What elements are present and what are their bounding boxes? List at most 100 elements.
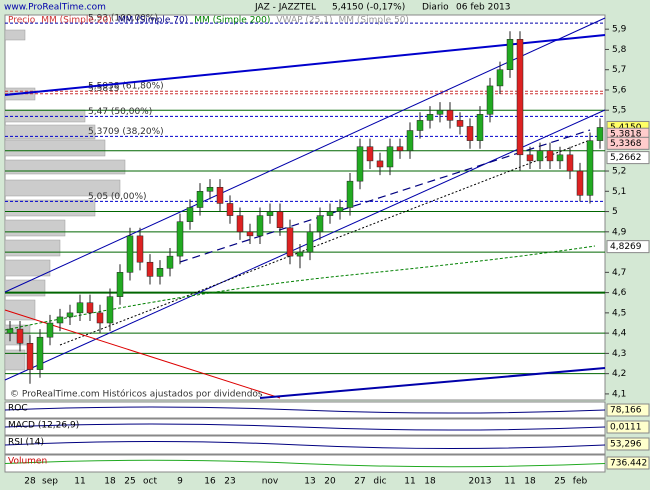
- x-tick-label: dic: [373, 477, 386, 487]
- channel-upper: [4, 17, 606, 293]
- candle-body: [186, 207, 194, 222]
- candle-body: [206, 186, 214, 192]
- candle-body: [406, 130, 414, 152]
- candle-body: [86, 302, 94, 314]
- y-tick-label: 5,6: [612, 85, 627, 95]
- candle-body: [276, 211, 284, 229]
- candle-body: [336, 207, 344, 212]
- y-tick-label: 5,1: [612, 187, 626, 197]
- candle-body: [96, 312, 104, 324]
- panel-line: [4, 423, 606, 431]
- fib-label: 5,05 (0,00%): [88, 192, 147, 202]
- panel-value: 78,166: [610, 406, 642, 416]
- sub-panels: ROC 78,166 MACD (12,26,9) 0,0111 RSI (14) 53,…: [4, 401, 650, 473]
- y-tick-label: 4,9: [612, 227, 627, 237]
- x-tick-label: oct: [143, 477, 157, 487]
- last-quote: 5,4150 (-0,17%): [332, 3, 405, 13]
- candle-body: [426, 114, 434, 121]
- y-tick-label: 5: [612, 207, 618, 217]
- x-tick-label: 28: [24, 477, 36, 487]
- y-tick-label: 5,7: [612, 65, 626, 75]
- panel-line: [4, 441, 606, 449]
- candle-body: [306, 231, 314, 253]
- candle-body: [476, 114, 484, 141]
- fib-label: 5,47 (50,00%): [88, 107, 152, 117]
- legend-entry: VWAP (25,1): [276, 16, 332, 26]
- candle-body: [36, 336, 44, 370]
- candle-body: [196, 191, 204, 208]
- panel-name: RSI (14): [8, 438, 44, 448]
- candle-body: [16, 328, 24, 344]
- x-tick-label: 11: [74, 477, 85, 487]
- y-tick-label: 4,5: [612, 308, 626, 318]
- price-marker-label: 5,3818: [610, 130, 642, 140]
- fib-label: 5,93 (100,00%): [88, 14, 158, 24]
- candle-body: [246, 231, 254, 237]
- candle-body: [436, 109, 444, 115]
- x-tick-label: 23: [224, 477, 235, 487]
- x-tick-label: 11: [504, 477, 515, 487]
- y-tick-label: 4,2: [612, 369, 626, 379]
- candle-body: [376, 160, 384, 168]
- candle-body: [416, 120, 424, 131]
- candle-body: [566, 154, 574, 172]
- price-marker: [606, 240, 650, 254]
- candle-body: [216, 186, 224, 204]
- site: www.ProRealTime.com: [4, 3, 106, 13]
- candle-body: [396, 146, 404, 152]
- candle-body: [576, 170, 584, 196]
- panel-line: [4, 406, 606, 414]
- x-tick-label: 11: [404, 477, 415, 487]
- candle-body: [516, 39, 524, 156]
- candle-body: [256, 215, 264, 237]
- legend-entry: MM (Simple 70): [118, 16, 188, 26]
- candle-body: [556, 154, 564, 162]
- x-tick-label: nov: [262, 477, 279, 487]
- candle-body: [596, 127, 604, 141]
- candle-body: [226, 203, 234, 216]
- y-tick-label: 5,2: [612, 167, 626, 177]
- legend-entry: Precio: [8, 16, 36, 26]
- panel-name: ROC: [8, 404, 28, 414]
- x-tick-label: 16: [204, 477, 216, 487]
- panel-value-box: [606, 456, 650, 470]
- volume-profile: [4, 29, 126, 371]
- panel-line: [4, 459, 606, 468]
- x-tick-label: 9: [177, 477, 183, 487]
- candle-body: [176, 221, 184, 257]
- x-tick-label: 25: [554, 477, 565, 487]
- panel-value-box: [606, 420, 650, 434]
- candle-body: [356, 146, 364, 182]
- x-tick-label: 27: [354, 477, 365, 487]
- candle-body: [146, 261, 154, 277]
- candle-body: [496, 69, 504, 87]
- candle-body: [456, 120, 464, 127]
- panel-name: Volumen: [8, 457, 47, 467]
- candle-body: [156, 268, 164, 277]
- candle-body: [466, 126, 474, 141]
- legend-entry: MM (Simple 20): [41, 16, 111, 26]
- candle-body: [386, 146, 394, 168]
- candle-body: [56, 316, 64, 324]
- legend-entry: MM (Simple 200): [194, 16, 270, 26]
- candle-body: [346, 180, 354, 208]
- candle-body: [76, 302, 84, 314]
- legend: Precio MM (Simple 20) MM (Simple 70) MM (Si…: [8, 16, 409, 26]
- date: 06 feb 2013: [456, 3, 511, 13]
- y-tick-label: 4,1: [612, 389, 626, 399]
- candle-body: [326, 211, 334, 216]
- candle-body: [116, 272, 124, 297]
- candle-body: [296, 251, 304, 257]
- ma-50: [59, 139, 591, 346]
- y-tick-label: 5,9: [612, 25, 627, 35]
- plot-area: [4, 14, 606, 401]
- x-tick-label: 2013: [469, 477, 492, 487]
- candle-body: [546, 150, 554, 162]
- price-marker-label: 5,3368: [610, 139, 642, 149]
- candles: [6, 31, 604, 384]
- candle-body: [266, 211, 274, 216]
- x-tick-label: 18: [104, 477, 116, 487]
- candle-body: [316, 215, 324, 233]
- candle-body: [586, 140, 594, 196]
